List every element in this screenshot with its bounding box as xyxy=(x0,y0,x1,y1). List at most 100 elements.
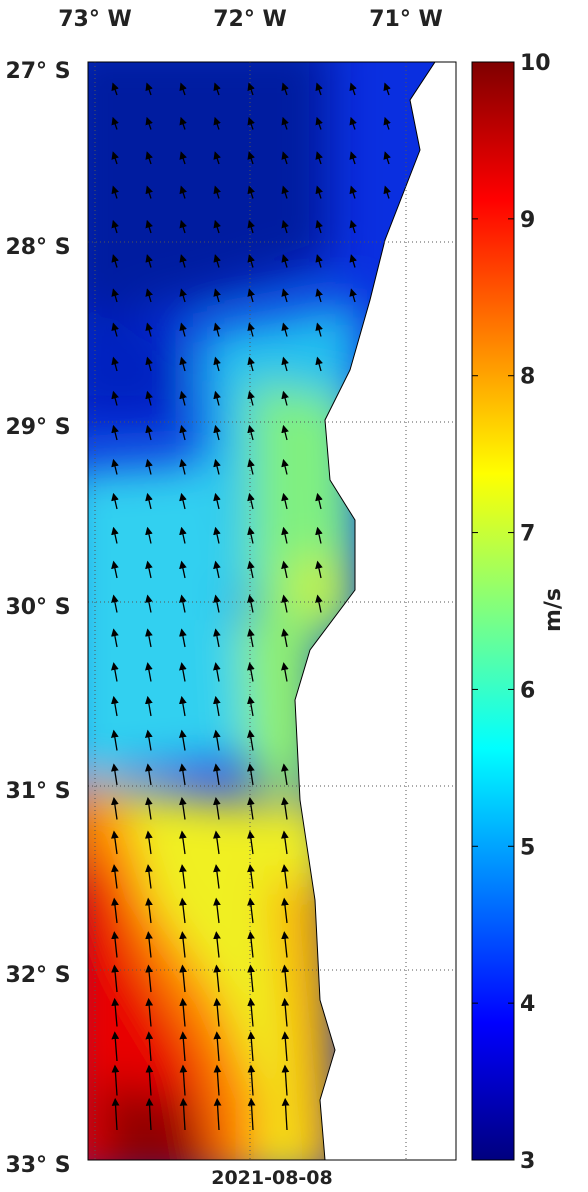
wind-arrow xyxy=(179,830,187,855)
wind-arrow xyxy=(179,897,187,924)
wind-arrow xyxy=(247,185,255,199)
wind-arrow xyxy=(179,997,188,1027)
wind-arrow xyxy=(145,964,153,993)
wind-arrow xyxy=(213,1064,222,1096)
wind-arrow xyxy=(213,830,221,855)
wind-arrow xyxy=(315,254,323,268)
wind-arrow xyxy=(349,185,357,199)
wind-arrow xyxy=(111,1097,120,1131)
wind-arrow xyxy=(213,964,221,993)
wind-arrow xyxy=(349,151,357,165)
wind-arrow xyxy=(281,628,289,648)
wind-arrow xyxy=(281,594,289,613)
wind-arrow xyxy=(247,526,255,544)
wind-arrow xyxy=(145,1097,154,1131)
wind-arrow xyxy=(145,628,153,648)
wind-arrow xyxy=(281,830,289,855)
wind-arrow xyxy=(281,864,289,889)
wind-arrow xyxy=(247,219,255,234)
wind-arrow xyxy=(145,390,153,406)
colorbar-label: m/s xyxy=(541,588,566,632)
wind-arrow xyxy=(281,1097,290,1131)
wind-arrow xyxy=(213,1031,222,1062)
wind-arrow xyxy=(281,288,289,303)
wind-arrow xyxy=(281,897,289,924)
wind-arrow xyxy=(315,526,323,544)
wind-arrow xyxy=(213,82,221,96)
wind-arrow xyxy=(145,116,153,130)
colorbar xyxy=(471,61,515,1161)
wind-arrow xyxy=(281,997,290,1027)
wind-arrow xyxy=(179,628,187,648)
wind-arrow xyxy=(179,219,187,234)
wind-arrow xyxy=(213,116,221,130)
wind-arrow xyxy=(111,662,119,682)
wind-arrow xyxy=(145,254,153,268)
wind-arrow xyxy=(145,424,153,441)
wind-arrow xyxy=(179,458,187,475)
wind-arrow xyxy=(111,1031,120,1062)
wind-arrow xyxy=(178,729,187,751)
wind-arrow xyxy=(349,219,357,234)
wind-arrow xyxy=(178,763,187,786)
wind-arrow xyxy=(315,151,323,165)
wind-arrow xyxy=(145,185,153,199)
wind-field xyxy=(88,62,456,1160)
colorbar-tick-label: 9 xyxy=(520,208,535,233)
wind-arrow xyxy=(213,424,221,441)
wind-arrow xyxy=(315,492,323,510)
lat-label: 32° S xyxy=(5,963,70,988)
wind-arrow xyxy=(247,931,255,958)
wind-arrow xyxy=(111,151,119,165)
wind-arrow xyxy=(213,997,222,1027)
colorbar-tick-label: 4 xyxy=(520,992,535,1017)
wind-arrow xyxy=(281,390,289,406)
wind-arrow xyxy=(247,116,255,130)
colorbar-tick-label: 6 xyxy=(520,678,535,703)
wind-arrow xyxy=(179,254,187,268)
wind-arrows xyxy=(110,82,391,1131)
wind-arrow xyxy=(281,1031,290,1062)
land xyxy=(294,62,456,1160)
wind-arrow xyxy=(145,560,153,579)
wind-arrow xyxy=(280,796,289,820)
wind-arrow xyxy=(349,82,357,96)
graticule xyxy=(88,62,456,1160)
wind-arrow xyxy=(281,931,289,958)
wind-arrow xyxy=(111,628,119,648)
wind-arrow xyxy=(111,185,119,199)
wind-arrow xyxy=(247,288,255,303)
wind-arrow xyxy=(349,116,357,130)
wind-arrow xyxy=(145,526,153,544)
wind-arrow xyxy=(145,594,153,613)
wind-arrow xyxy=(179,864,187,889)
wind-arrow xyxy=(110,796,119,820)
wind-arrow xyxy=(145,219,153,234)
wind-arrow xyxy=(145,322,153,337)
wind-arrow xyxy=(281,964,289,993)
wind-arrow xyxy=(213,322,221,337)
wind-arrow xyxy=(213,458,221,475)
wind-arrow xyxy=(111,492,119,510)
wind-arrow xyxy=(247,82,255,96)
wind-arrow xyxy=(213,356,221,372)
wind-arrow xyxy=(179,322,187,337)
wind-arrow xyxy=(315,185,323,199)
wind-arrow xyxy=(281,424,289,441)
lat-label: 29° S xyxy=(5,415,70,440)
wind-arrow xyxy=(281,492,289,510)
wind-arrow xyxy=(281,254,289,268)
wind-arrow xyxy=(145,1031,154,1062)
wind-arrow xyxy=(111,424,119,441)
wind-arrow xyxy=(145,931,153,958)
wind-arrow xyxy=(111,1064,120,1096)
wind-arrow xyxy=(247,356,255,372)
wind-arrow xyxy=(281,219,289,234)
wind-arrow xyxy=(383,185,391,199)
colorbar-tick-label: 8 xyxy=(520,365,535,390)
wind-arrow xyxy=(144,763,153,786)
wind-arrow xyxy=(315,116,323,130)
wind-arrow xyxy=(179,560,187,579)
wind-arrow xyxy=(111,864,119,889)
wind-arrow xyxy=(179,492,187,510)
